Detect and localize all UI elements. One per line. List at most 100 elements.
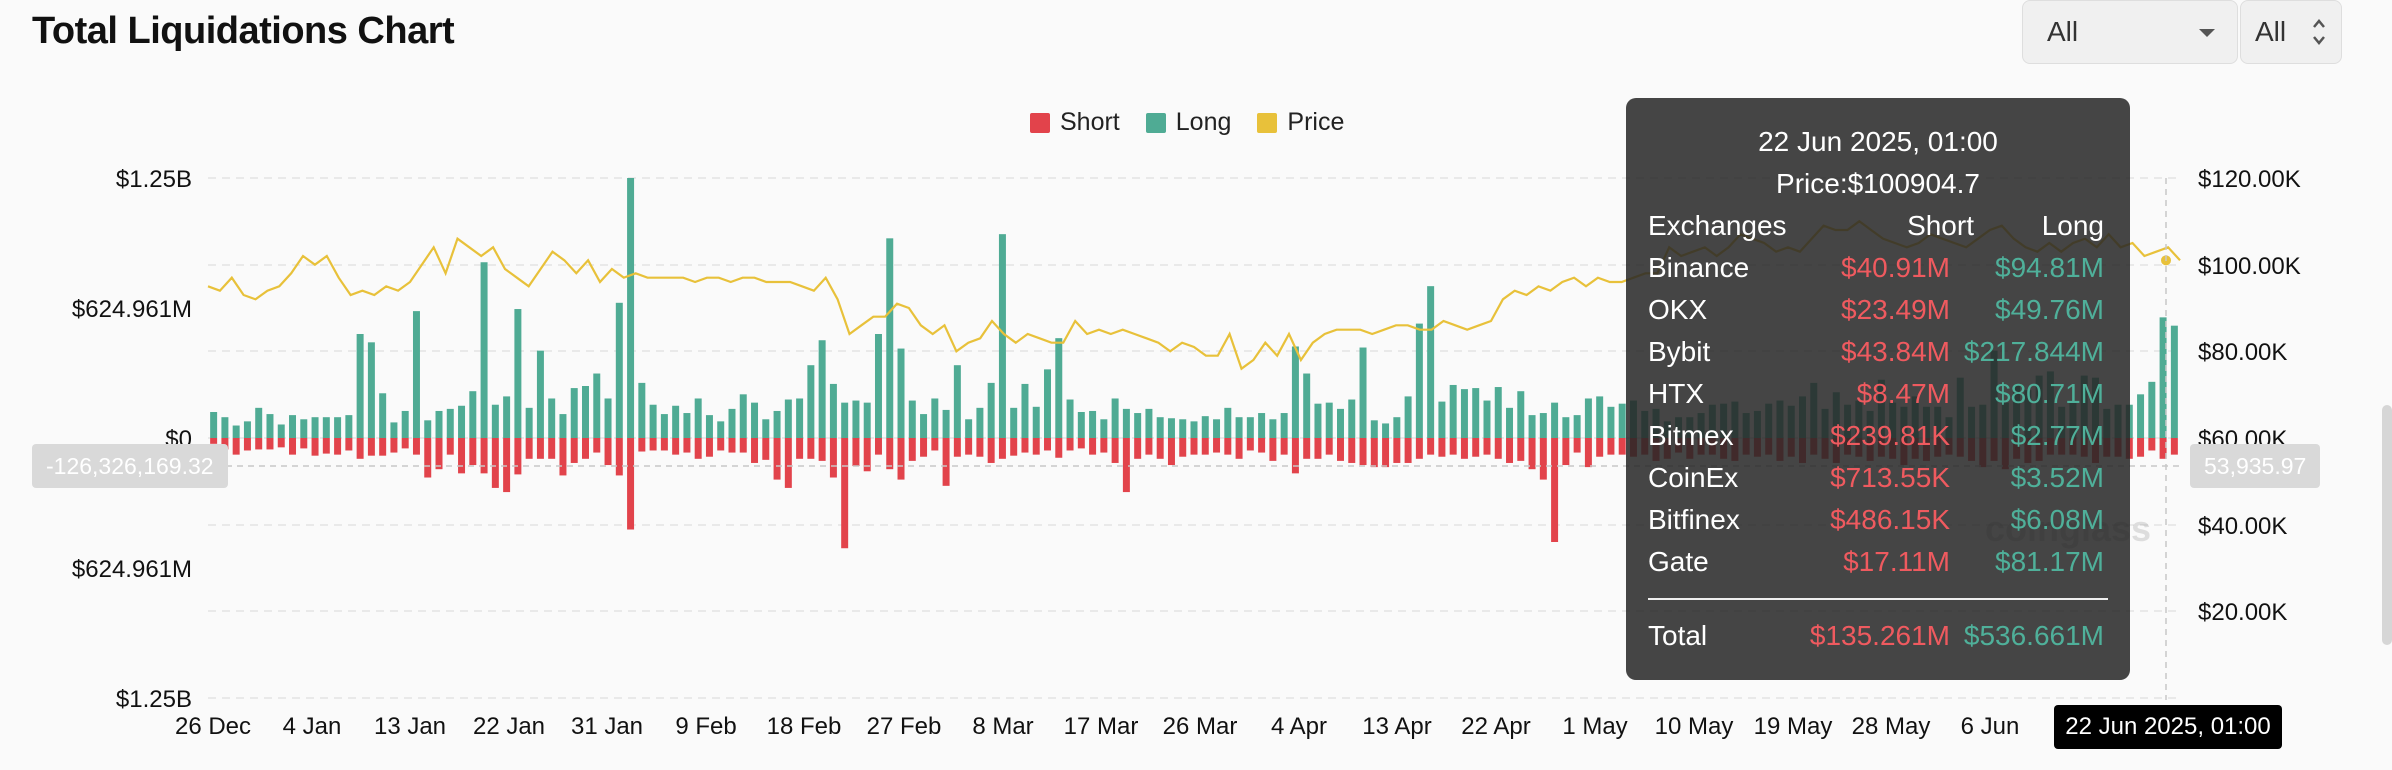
long-bar [1021, 383, 1029, 438]
tooltip-short-value: $43.84M [1841, 336, 1950, 367]
short-bar [1122, 438, 1130, 493]
short-bar [548, 438, 556, 459]
long-bar [638, 382, 646, 438]
short-bar [908, 438, 916, 461]
legend-label-short: Short [1060, 108, 1120, 136]
legend-item-short[interactable]: Short [1030, 108, 1120, 137]
short-bar [863, 438, 871, 472]
crosshair-x-axis-label: 22 Jun 2025, 01:00 [2054, 705, 2282, 749]
short-bar [998, 438, 1006, 459]
short-bar [322, 438, 330, 454]
short-bar [1213, 438, 1221, 453]
short-bar [1224, 438, 1232, 455]
long-bar [1607, 406, 1615, 438]
long-bar [548, 398, 556, 438]
short-bar [1111, 438, 1119, 463]
tooltip-long-value: $3.52M [2010, 462, 2104, 493]
exchange-select[interactable]: All [2022, 0, 2238, 64]
tooltip-long-value: $2.77M [2010, 420, 2104, 451]
x-axis-tick-label: 22 Apr [1461, 713, 1530, 740]
short-bar [2159, 438, 2167, 459]
short-bar [1066, 438, 1074, 451]
long-bar [1438, 401, 1446, 438]
short-bar [784, 438, 792, 488]
long-bar [1494, 387, 1502, 438]
long-bar [424, 420, 432, 438]
short-bar [2137, 438, 2145, 457]
short-bar [1438, 438, 1446, 457]
long-bar [784, 399, 792, 438]
long-bar [1077, 412, 1085, 438]
long-bar [874, 334, 882, 438]
long-bar [1528, 415, 1536, 438]
short-bar [356, 438, 364, 459]
long-bar [852, 400, 860, 438]
short-bar [672, 438, 680, 455]
long-bar [908, 400, 916, 438]
long-bar [2137, 394, 2145, 438]
coin-select[interactable]: All [2240, 0, 2342, 64]
legend-label-long: Long [1175, 108, 1232, 136]
x-axis-tick-label: 27 Feb [867, 713, 942, 740]
long-bar [829, 383, 837, 438]
short-bar [593, 438, 601, 453]
short-bar [525, 438, 533, 459]
long-bar [1551, 402, 1559, 438]
short-bar [1607, 438, 1615, 455]
long-bar [480, 262, 488, 438]
right-axis-tick-label: $20.00K [2198, 599, 2287, 626]
long-bar [514, 309, 522, 438]
long-bar [525, 407, 533, 438]
short-bar [976, 438, 984, 457]
short-bar [300, 438, 308, 449]
long-bar [953, 365, 961, 438]
long-bar [435, 410, 443, 438]
tooltip-long-value: $81.17M [1995, 546, 2104, 577]
short-bar [897, 438, 905, 480]
short-bar [1427, 438, 1435, 455]
long-bar [807, 365, 815, 438]
x-axis-tick-label: 26 Mar [1163, 713, 1238, 740]
long-bar [1145, 408, 1153, 438]
short-bar [1573, 438, 1581, 453]
tooltip-date: 22 Jun 2025, 01:00 [1758, 126, 1998, 157]
up-down-chevron-icon [2313, 19, 2325, 45]
legend-label-price: Price [1287, 108, 1345, 136]
short-bar [379, 438, 387, 456]
tooltip-row-bitmex: Bitmex $239.81K $2.77M [1648, 420, 2104, 460]
long-bar [458, 405, 466, 438]
short-bar [694, 438, 702, 459]
short-bar [660, 438, 668, 451]
right-axis-tick-label: $80.00K [2198, 339, 2287, 366]
legend-swatch-price [1257, 112, 1278, 133]
short-bar [582, 438, 589, 459]
long-bar [1314, 403, 1322, 438]
right-axis-tick-label: $100.00K [2198, 253, 2301, 280]
x-axis-tick-label: 17 Mar [1064, 713, 1139, 740]
long-bar [322, 417, 330, 438]
long-bar [1032, 406, 1040, 438]
left-axis-tick-label: $1.25B [116, 686, 192, 713]
tooltip-divider [1648, 598, 2108, 600]
tooltip-long-value: $80.71M [1995, 378, 2104, 409]
long-bar [818, 340, 826, 438]
long-bar [1246, 417, 1254, 438]
x-axis-tick-label: 4 Apr [1271, 713, 1327, 740]
long-bar [1303, 373, 1311, 438]
long-bar [1427, 286, 1435, 438]
x-axis-tick-label: 10 May [1655, 713, 1734, 740]
short-bar [705, 438, 713, 457]
long-bar [897, 348, 905, 438]
short-bar [1551, 438, 1559, 542]
page-scrollbar[interactable] [2382, 405, 2392, 645]
legend-item-long[interactable]: Long [1145, 108, 1232, 137]
long-bar [1291, 346, 1299, 438]
short-bar [762, 438, 770, 460]
short-bar [1517, 438, 1525, 461]
legend-item-price[interactable]: Price [1257, 108, 1344, 137]
long-bar [615, 302, 623, 438]
short-bar [1044, 438, 1052, 451]
tooltip-long-value: $94.81M [1995, 252, 2104, 283]
short-bar [424, 438, 432, 478]
long-bar [503, 396, 511, 438]
